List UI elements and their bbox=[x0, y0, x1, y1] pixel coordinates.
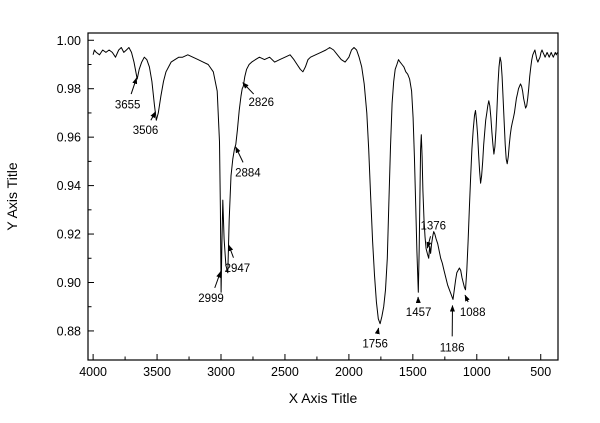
x-tick-label: 3000 bbox=[207, 365, 235, 379]
annotation-label: 2826 bbox=[248, 97, 274, 109]
annotation-label: 1376 bbox=[421, 221, 447, 233]
x-tick-label: 2000 bbox=[335, 365, 363, 379]
annotation-label: 3655 bbox=[115, 99, 141, 111]
annotation-label: 1756 bbox=[362, 339, 388, 351]
y-axis-title: Y Axis Title bbox=[4, 162, 20, 230]
annotation-arrow bbox=[242, 82, 255, 95]
axes-frame bbox=[87, 32, 559, 361]
annotation-arrow bbox=[464, 294, 470, 303]
x-tick-label: 1500 bbox=[399, 365, 427, 379]
y-tick-label: 0.98 bbox=[57, 82, 81, 96]
annotation-arrow bbox=[235, 146, 244, 163]
annotation-label: 1457 bbox=[406, 307, 432, 319]
y-tick-label: 1.00 bbox=[57, 34, 81, 48]
x-axis-title: X Axis Title bbox=[289, 390, 358, 406]
x-tick-label: 4000 bbox=[79, 365, 107, 379]
y-tick-label: 0.92 bbox=[57, 228, 81, 242]
annotation-label: 2884 bbox=[235, 167, 261, 179]
x-tick-label: 2500 bbox=[271, 365, 299, 379]
y-tick-label: 0.88 bbox=[57, 324, 81, 338]
annotation-arrow bbox=[374, 327, 380, 335]
annotation-label: 1186 bbox=[440, 342, 465, 354]
x-tick-label: 1000 bbox=[463, 365, 491, 379]
annotation-label: 1088 bbox=[460, 307, 486, 319]
y-tick-label: 0.96 bbox=[57, 131, 81, 145]
y-tick-label: 0.90 bbox=[57, 276, 81, 290]
spectrum-line bbox=[92, 47, 558, 325]
annotation-arrow bbox=[130, 77, 138, 95]
plot-area: 4000 3500 3000 2500 2000 1500 1000 500 0.88 0.90 0… bbox=[57, 32, 559, 379]
annotation-arrow bbox=[426, 236, 432, 249]
annotation-arrow bbox=[214, 271, 222, 289]
y-tick-label: 0.94 bbox=[57, 179, 81, 193]
annotation-arrow bbox=[228, 244, 234, 258]
annotation-label: 3506 bbox=[133, 125, 159, 137]
annotation-arrow bbox=[150, 111, 156, 121]
annotation-label: 2947 bbox=[225, 263, 251, 275]
x-tick-label: 3500 bbox=[143, 365, 171, 379]
x-tick-label: 500 bbox=[530, 365, 551, 379]
annotation-label: 2999 bbox=[198, 293, 224, 305]
